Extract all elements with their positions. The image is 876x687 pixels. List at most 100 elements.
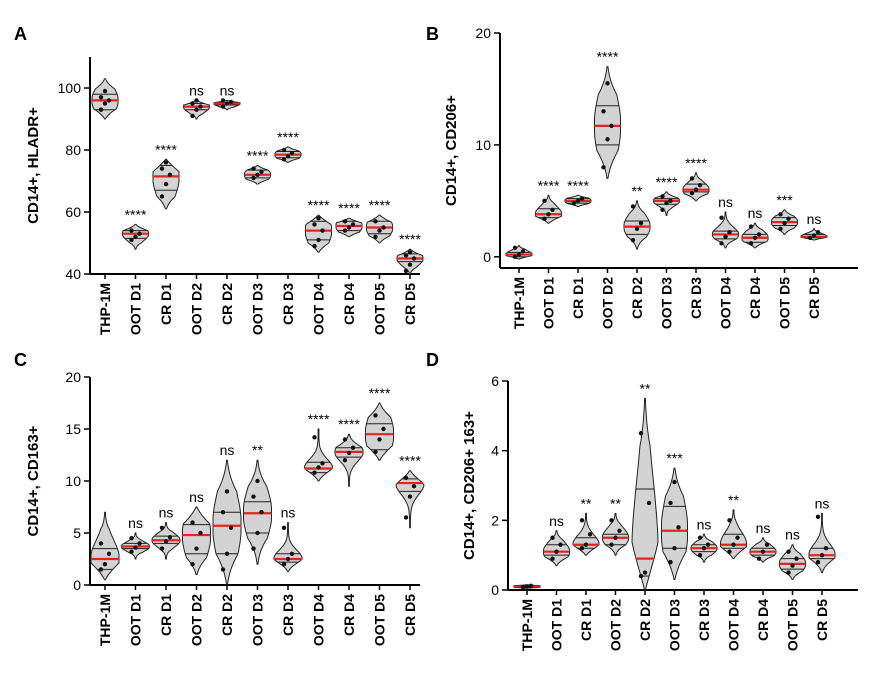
- data-point-b-8: [752, 235, 758, 240]
- data-point-a-0: [106, 98, 112, 103]
- significance-label-b-4: **: [632, 183, 643, 199]
- significance-label-d-3: **: [610, 495, 621, 511]
- significance-label-d-1: ns: [549, 513, 564, 529]
- data-point-b-8: [748, 241, 754, 246]
- data-point-c-3: [194, 546, 199, 551]
- data-point-d-6: [697, 535, 703, 540]
- data-point-a-8: [342, 219, 348, 224]
- data-point-b-6: [689, 190, 695, 196]
- significance-label-b-3: ****: [597, 49, 619, 65]
- data-point-a-5: [251, 175, 256, 181]
- data-point-d-7: [727, 518, 732, 523]
- x-tick-label-d-10: CR D5: [814, 599, 830, 641]
- data-point-d-4: [638, 573, 644, 579]
- significance-label-b-9: ***: [776, 192, 793, 208]
- data-point-a-4: [224, 101, 230, 106]
- significance-label-b-6: ****: [685, 155, 707, 171]
- significance-label-a-9: ****: [369, 197, 391, 213]
- data-point-d-9: [794, 556, 799, 561]
- x-tick-label-c-4: CR D2: [219, 594, 235, 636]
- data-point-c-7: [312, 470, 317, 475]
- significance-label-a-5: ****: [247, 148, 269, 164]
- data-point-b-7: [719, 241, 724, 246]
- x-tick-label-a-3: OOT D2: [189, 283, 205, 335]
- data-point-a-1: [129, 237, 134, 243]
- significance-label-a-8: ****: [338, 200, 360, 216]
- data-point-d-4: [646, 500, 652, 506]
- x-tick-label-c-1: OOT D1: [128, 594, 144, 646]
- data-point-a-9: [377, 228, 382, 233]
- data-point-c-9: [373, 449, 378, 455]
- significance-label-a-7: ****: [308, 197, 330, 213]
- violin-b-8: [741, 222, 769, 249]
- data-point-c-1: [129, 549, 134, 554]
- panel-a-y-axis-title: CD14+, HLADR+: [25, 107, 42, 224]
- data-point-d-6: [701, 546, 707, 551]
- data-point-d-9: [786, 570, 791, 575]
- panel-a-y-tick-label: 40: [65, 266, 81, 282]
- panel-c-y-axis-title: CD14+, CD163+: [25, 425, 42, 536]
- violin-d-1: [543, 530, 570, 567]
- data-point-b-2: [579, 196, 585, 201]
- data-point-c-10: [403, 475, 409, 481]
- data-point-c-4: [228, 525, 234, 530]
- x-tick-label-a-0: THP-1M: [97, 283, 113, 335]
- significance-label-d-4: **: [640, 380, 651, 396]
- significance-label-b-8: ns: [748, 205, 763, 221]
- data-point-c-7: [320, 461, 325, 466]
- data-point-d-3: [609, 542, 614, 547]
- data-point-a-10: [403, 268, 409, 274]
- data-point-b-5: [664, 200, 669, 206]
- data-point-b-4: [638, 221, 644, 226]
- data-point-a-6: [281, 157, 287, 162]
- data-point-c-1: [129, 536, 134, 541]
- data-point-a-3: [190, 113, 195, 119]
- data-point-c-0: [102, 562, 108, 567]
- data-point-b-3: [605, 137, 610, 142]
- panel-c-y-tick-label: 0: [73, 577, 81, 593]
- data-point-a-2: [167, 172, 173, 177]
- x-tick-label-b-1: OOT D1: [541, 277, 557, 329]
- violin-c-3: [182, 506, 211, 576]
- data-point-a-3: [198, 104, 203, 109]
- data-point-b-3: [605, 81, 610, 86]
- x-tick-label-a-2: CR D1: [158, 283, 174, 325]
- data-point-a-9: [373, 234, 378, 239]
- x-tick-label-c-3: OOT D2: [189, 594, 205, 646]
- data-point-a-7: [320, 228, 325, 233]
- violin-d-2: [572, 512, 600, 556]
- data-point-c-8: [342, 458, 348, 463]
- x-tick-label-b-6: CR D3: [688, 277, 704, 319]
- data-point-a-8: [350, 222, 356, 227]
- data-point-d-0: [528, 583, 534, 589]
- significance-label-b-10: ns: [807, 211, 822, 227]
- data-point-b-0: [516, 252, 522, 257]
- data-point-c-4: [224, 551, 230, 556]
- data-point-b-1: [546, 212, 551, 217]
- violin-d-9: [779, 544, 806, 580]
- x-tick-label-b-3: OOT D2: [600, 277, 616, 329]
- x-tick-label-a-10: CR D5: [402, 283, 418, 325]
- data-point-d-9: [790, 563, 795, 568]
- violin-b-1: [535, 194, 562, 224]
- data-point-c-4: [224, 489, 230, 494]
- x-tick-label-a-1: OOT D1: [128, 283, 144, 335]
- data-point-b-10: [815, 229, 821, 235]
- panel-c: C 0 5 10 15 20 CD14+, CD163+ THP-1M ns OOT D1 ns C…: [14, 350, 425, 646]
- data-point-c-7: [316, 465, 321, 470]
- data-point-b-6: [689, 176, 695, 181]
- significance-label-c-10: ****: [399, 453, 421, 469]
- x-tick-label-c-2: CR D1: [158, 594, 174, 636]
- data-point-a-0: [98, 95, 104, 100]
- x-tick-label-d-9: OOT D5: [785, 599, 801, 651]
- violin-c-7: [303, 428, 334, 482]
- data-point-a-2: [163, 181, 169, 187]
- data-point-c-6: [289, 551, 295, 556]
- data-point-a-7: [312, 222, 317, 227]
- violin-b-4: [623, 200, 651, 250]
- data-point-a-10: [403, 253, 409, 258]
- panel-a: A 40 60 80 100 CD14+, HLADR+ THP-1M **** OOT D1…: [14, 24, 424, 335]
- violin-c-4: [212, 459, 242, 586]
- x-tick-label-d-0: THP-1M: [519, 599, 535, 651]
